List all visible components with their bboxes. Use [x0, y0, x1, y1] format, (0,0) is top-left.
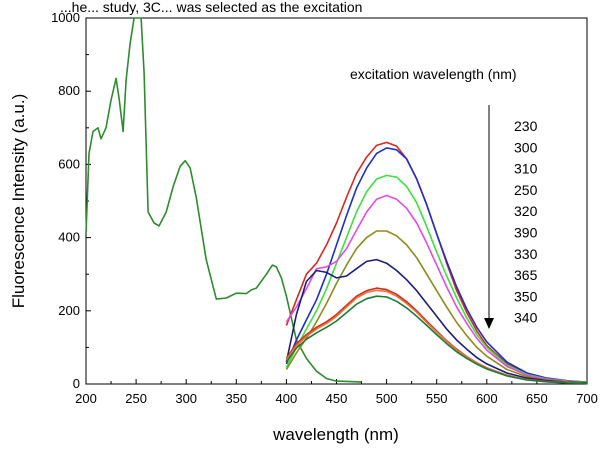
x-tick-label: 700 — [576, 391, 598, 406]
x-axis-title: wavelength (nm) — [272, 425, 399, 444]
series-line-6 — [285, 258, 588, 384]
legend-entry: 340 — [514, 310, 538, 326]
y-tick-label: 0 — [73, 376, 80, 391]
series-line-7 — [285, 287, 588, 385]
y-tick-label: 200 — [58, 303, 80, 318]
legend-entry: 365 — [514, 267, 538, 283]
legend-arrow-head — [484, 318, 494, 329]
x-tick-label: 300 — [175, 391, 197, 406]
tick-labels: 200 250 300 350 400 450 500 550 600 650 7000200400… — [51, 10, 598, 406]
legend-entry: 230 — [514, 118, 538, 134]
x-tick-label: 400 — [276, 391, 298, 406]
x-tick-label: 600 — [476, 391, 498, 406]
x-tick-label: 550 — [426, 391, 448, 406]
series-line-3 — [285, 174, 588, 383]
y-tick-label: 1000 — [51, 10, 80, 25]
legend-entry: 320 — [514, 203, 538, 219]
y-tick-label: 800 — [58, 83, 80, 98]
x-tick-label: 500 — [376, 391, 398, 406]
series-line-1 — [285, 141, 588, 383]
x-tick-label: 450 — [326, 391, 348, 406]
x-tick-label: 250 — [125, 391, 147, 406]
series-line-2 — [285, 147, 588, 383]
series-line-9 — [285, 295, 588, 385]
legend-entry: 250 — [514, 182, 538, 198]
legend-title: excitation wavelength (nm) — [350, 66, 517, 82]
series-line-8 — [285, 289, 588, 385]
header-text: ...he... study, 3C... was selected as th… — [60, 0, 362, 15]
y-tick-label: 400 — [58, 230, 80, 245]
legend-entry: 330 — [514, 246, 538, 262]
legend: 230 300 310 250 320 390 330 365 350 340 — [514, 118, 538, 326]
legend-entry: 310 — [514, 161, 538, 177]
series-line-4 — [285, 194, 588, 384]
x-tick-label: 200 — [75, 391, 97, 406]
series-line-5 — [285, 230, 588, 384]
y-axis-title: Fluorescence Intensity (a.u.) — [9, 94, 28, 308]
x-tick-label: 650 — [526, 391, 548, 406]
legend-entry: 300 — [514, 139, 538, 155]
legend-entry: 350 — [514, 288, 538, 304]
legend-entry: 390 — [514, 225, 538, 241]
series-lines — [85, 17, 588, 385]
y-tick-label: 600 — [58, 156, 80, 171]
x-tick-label: 350 — [225, 391, 247, 406]
